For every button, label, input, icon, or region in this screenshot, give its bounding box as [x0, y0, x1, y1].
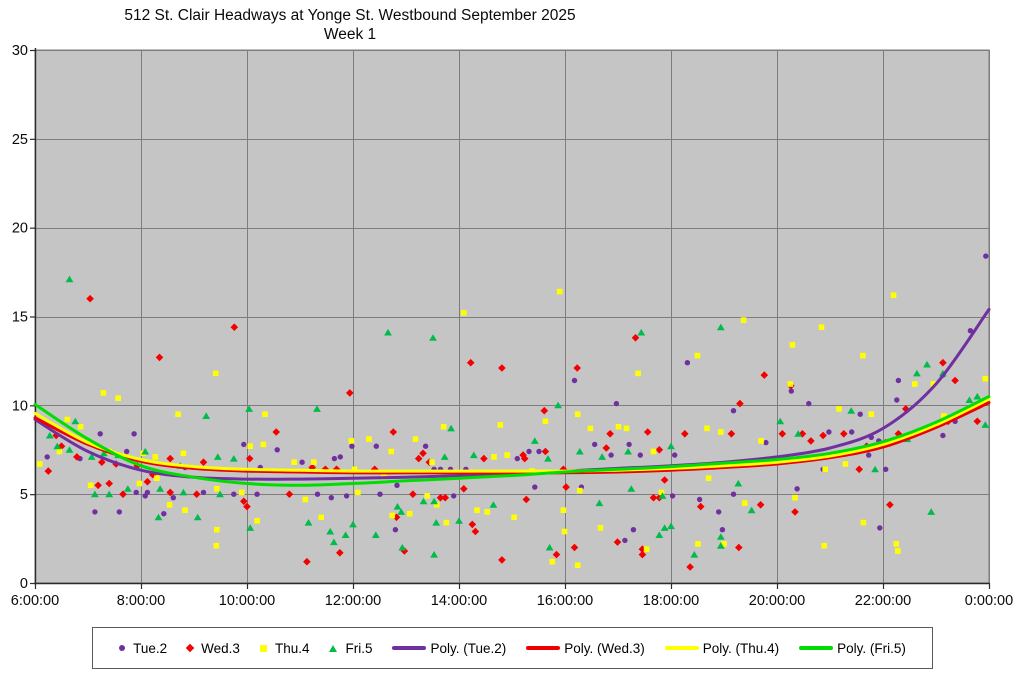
poly-tue2-line-icon	[392, 646, 427, 650]
x-tick-label: 16:00:00	[537, 593, 593, 609]
x-tick-label: 10:00:00	[219, 593, 275, 609]
poly-thu4-line-icon	[664, 646, 699, 650]
legend-label: Fri.5	[345, 640, 373, 656]
trendline-poly-thu-4-	[33, 397, 991, 473]
series-points-fri5	[45, 275, 990, 558]
y-tick-label: 20	[12, 221, 28, 237]
y-tick-label: 0	[20, 576, 28, 592]
legend-label: Wed.3	[201, 640, 240, 656]
x-tick-label: 6:00:00	[11, 593, 59, 609]
y-axis-labels: 0 5 10 15 20 25 30	[12, 43, 28, 592]
x-tick-label: 18:00:00	[643, 593, 699, 609]
chart-title-block: 512 St. Clair Headways at Yonge St. West…	[0, 6, 700, 44]
y-tick-label: 25	[12, 132, 28, 148]
fri5-triangle-marker-icon	[329, 644, 338, 652]
legend-item-wed3[interactable]: Wed.3	[185, 640, 240, 656]
legend-item-poly-wed3[interactable]: Poly. (Wed.3)	[526, 641, 645, 656]
legend-item-tue2[interactable]: Tue.2	[119, 641, 167, 656]
trendline-poly-fri-5-	[33, 395, 991, 487]
legend-item-poly-fri5[interactable]: Poly. (Fri.5)	[799, 641, 906, 656]
series-points-thu4	[37, 288, 989, 568]
legend-item-poly-thu4[interactable]: Poly. (Thu.4)	[664, 640, 780, 656]
chart-legend: Tue.2 Wed.3 Thu.4 Fri.5 Poly. (Tue.2) Po…	[92, 627, 933, 669]
legend-label: Poly. (Wed.3)	[564, 640, 645, 656]
legend-label: Thu.4	[274, 640, 310, 656]
x-tick-label: 22:00:00	[855, 593, 911, 609]
legend-label: Poly. (Thu.4)	[702, 640, 780, 656]
poly-wed3-line-icon	[526, 646, 561, 650]
chart-subtitle: Week 1	[323, 26, 377, 43]
y-tick-label: 30	[12, 43, 28, 59]
series-points-wed3	[44, 294, 990, 571]
trendline-poly-wed-3-	[33, 401, 991, 475]
x-tick-label: 12:00:00	[325, 593, 381, 609]
legend-label: Tue.2	[133, 640, 168, 656]
axis-ticks	[30, 49, 991, 589]
x-tick-label: 0:00:00	[965, 593, 1013, 609]
legend-item-poly-tue2[interactable]: Poly. (Tue.2)	[392, 641, 506, 656]
legend-label: Poly. (Tue.2)	[430, 640, 507, 656]
thu4-square-marker-icon	[259, 644, 267, 652]
tue2-circle-marker-icon	[119, 645, 126, 651]
wed3-diamond-marker-icon	[185, 643, 195, 653]
plot-background	[34, 49, 990, 584]
x-tick-label: 14:00:00	[431, 593, 487, 609]
legend-item-fri5[interactable]: Fri.5	[329, 641, 372, 656]
y-tick-label: 15	[12, 310, 28, 326]
axes	[34, 48, 989, 585]
y-tick-label: 5	[20, 487, 28, 503]
poly-fri5-line-icon	[799, 646, 834, 650]
x-axis-labels: 6:00:00 8:00:00 10:00:00 12:00:00 14:00:00 16…	[11, 593, 1013, 609]
x-tick-label: 8:00:00	[117, 593, 165, 609]
legend-label: Poly. (Fri.5)	[837, 640, 906, 656]
y-tick-label: 10	[12, 398, 28, 414]
legend-item-thu4[interactable]: Thu.4	[259, 640, 310, 656]
x-tick-label: 20:00:00	[749, 593, 805, 609]
scatter-plot-area: 0 5 10 15 20 25 30 6:00:00 8:00:00 10:00:00 12:00:…	[11, 43, 1013, 609]
chart-title: 512 St. Clair Headways at Yonge St. West…	[124, 7, 576, 24]
